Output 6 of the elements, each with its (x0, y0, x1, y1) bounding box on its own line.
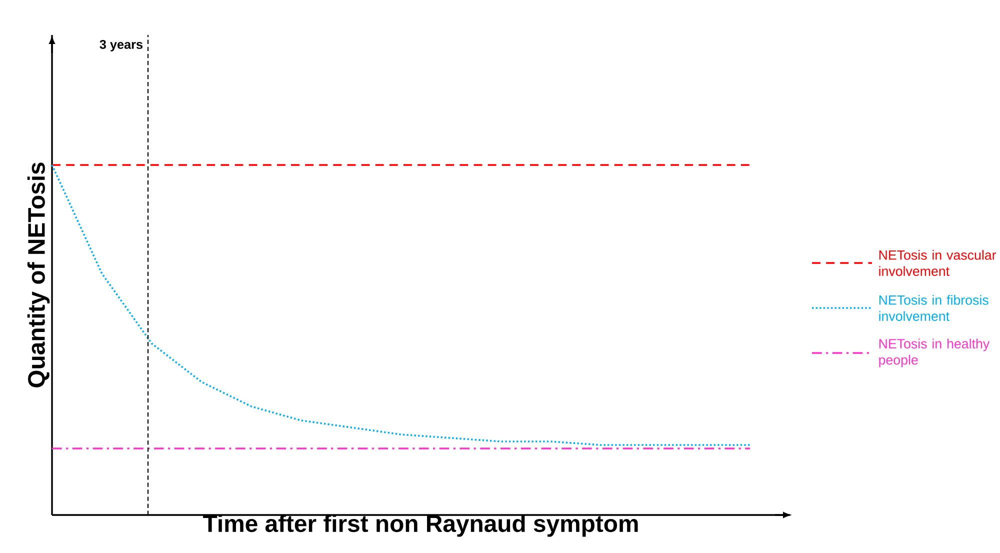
y-axis-title: Quantity of NETosis (27, 162, 50, 388)
text: 3 years (100, 40, 143, 52)
x-axis-title: Time after first non Raynaud symptom (203, 514, 638, 537)
legend-label: NETosis in healthy people (879, 338, 990, 368)
legend-label: NETosis in fibrosis involvement (879, 295, 988, 321)
legend-label: NETosis in vascular involvement (879, 250, 996, 276)
